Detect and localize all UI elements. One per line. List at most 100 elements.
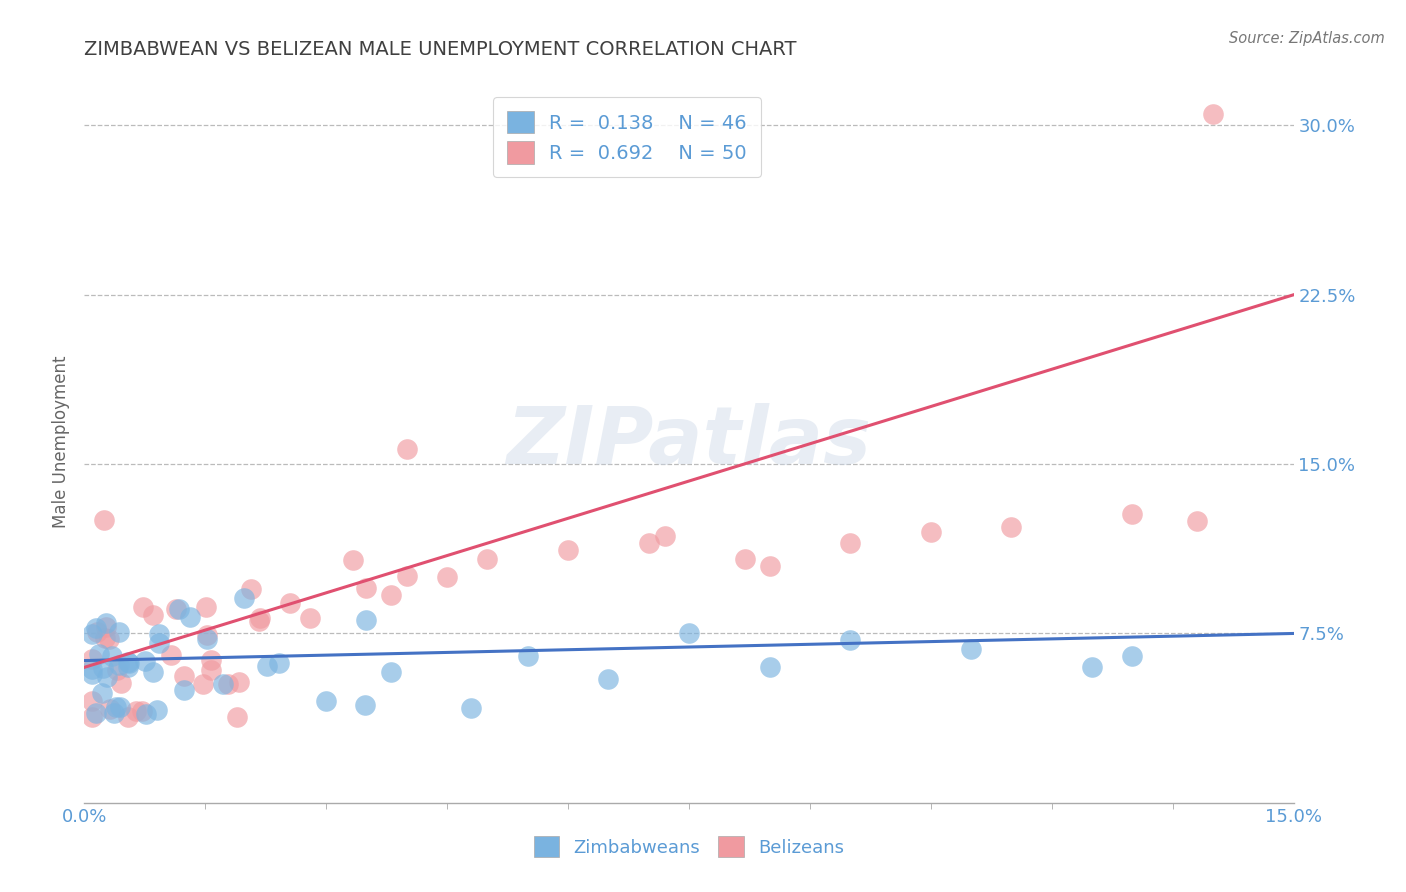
Point: [82, 652, 104, 666]
Point: [477, 552, 499, 566]
Text: ZIPatlas: ZIPatlas: [506, 402, 872, 481]
Y-axis label: Male Unemployment: Male Unemployment: [52, 355, 70, 528]
Point: [960, 642, 983, 657]
Point: [1000, 520, 1022, 534]
Point: [96, 620, 118, 634]
Point: [84, 706, 107, 721]
Point: [132, 600, 155, 615]
Point: [395, 568, 418, 582]
Point: [146, 703, 169, 717]
Point: [342, 553, 364, 567]
Point: [107, 664, 129, 678]
Point: [173, 683, 195, 698]
Point: [142, 665, 165, 679]
Point: [107, 658, 129, 673]
Point: [104, 700, 127, 714]
Point: [758, 558, 780, 573]
Point: [654, 529, 676, 543]
Point: [82, 662, 104, 676]
Point: [239, 582, 262, 596]
Point: [395, 442, 418, 456]
Point: [1202, 107, 1225, 121]
Point: [97, 632, 120, 647]
Point: [135, 707, 157, 722]
Legend: Zimbabweans, Belizeans: Zimbabweans, Belizeans: [524, 827, 853, 866]
Point: [734, 552, 756, 566]
Point: [82, 710, 104, 724]
Point: [637, 536, 659, 550]
Point: [1185, 514, 1208, 528]
Point: [117, 710, 139, 724]
Point: [134, 654, 156, 668]
Point: [197, 628, 219, 642]
Point: [1121, 507, 1143, 521]
Point: [100, 702, 122, 716]
Point: [142, 607, 165, 622]
Point: [191, 677, 214, 691]
Point: [839, 633, 862, 648]
Point: [94, 615, 117, 630]
Point: [165, 601, 187, 615]
Point: [86, 625, 108, 640]
Point: [200, 653, 222, 667]
Point: [380, 665, 402, 679]
Point: [117, 660, 139, 674]
Point: [148, 636, 170, 650]
Point: [315, 694, 337, 708]
Point: [91, 686, 114, 700]
Point: [232, 591, 254, 606]
Point: [82, 667, 104, 681]
Point: [354, 698, 377, 712]
Point: [557, 542, 579, 557]
Point: [460, 701, 482, 715]
Point: [211, 677, 233, 691]
Point: [217, 677, 239, 691]
Point: [1121, 648, 1143, 663]
Point: [159, 648, 181, 662]
Text: Source: ZipAtlas.com: Source: ZipAtlas.com: [1229, 31, 1385, 46]
Point: [758, 660, 780, 674]
Point: [131, 704, 153, 718]
Point: [84, 621, 107, 635]
Point: [110, 676, 132, 690]
Point: [96, 670, 118, 684]
Point: [356, 614, 378, 628]
Point: [920, 524, 942, 539]
Point: [678, 626, 700, 640]
Point: [89, 647, 111, 661]
Point: [179, 609, 201, 624]
Point: [516, 648, 538, 663]
Point: [228, 675, 250, 690]
Point: [249, 610, 271, 624]
Point: [117, 655, 139, 669]
Point: [226, 710, 249, 724]
Point: [93, 513, 115, 527]
Point: [200, 663, 222, 677]
Point: [1081, 660, 1104, 674]
Point: [167, 601, 190, 615]
Point: [124, 704, 146, 718]
Point: [103, 706, 125, 721]
Point: [249, 614, 271, 628]
Point: [93, 661, 115, 675]
Point: [278, 596, 301, 610]
Point: [195, 600, 218, 615]
Point: [299, 610, 322, 624]
Point: [118, 656, 141, 670]
Point: [82, 626, 104, 640]
Point: [256, 658, 278, 673]
Point: [839, 536, 862, 550]
Point: [108, 700, 131, 714]
Point: [598, 672, 620, 686]
Point: [267, 656, 290, 670]
Point: [356, 582, 378, 596]
Point: [380, 588, 402, 602]
Point: [148, 626, 170, 640]
Point: [82, 694, 104, 708]
Point: [173, 668, 195, 682]
Point: [108, 625, 131, 640]
Point: [101, 649, 124, 664]
Point: [195, 632, 218, 646]
Point: [94, 631, 117, 645]
Text: ZIMBABWEAN VS BELIZEAN MALE UNEMPLOYMENT CORRELATION CHART: ZIMBABWEAN VS BELIZEAN MALE UNEMPLOYMENT…: [84, 40, 797, 59]
